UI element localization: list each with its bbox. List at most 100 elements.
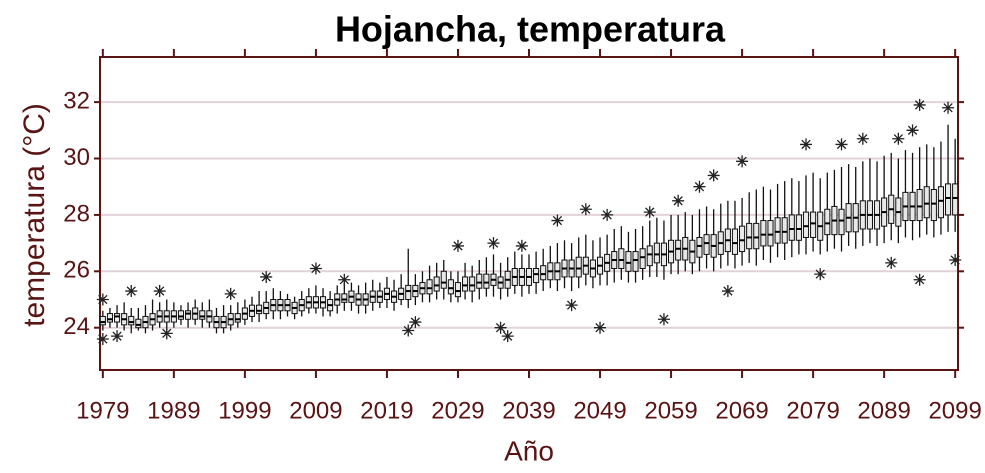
box (696, 236, 703, 258)
box (476, 273, 483, 289)
box (731, 228, 739, 255)
box (703, 234, 710, 255)
outlier (721, 285, 734, 298)
box (795, 214, 802, 241)
box (113, 313, 121, 323)
outlier (594, 321, 607, 334)
box (440, 270, 447, 289)
chart-title: Hojancha, temperatura (335, 9, 726, 50)
outlier (707, 169, 720, 182)
x-tick-label: 2089 (857, 397, 910, 424)
box (838, 208, 845, 236)
outlier (153, 285, 166, 298)
box (952, 183, 959, 216)
box (824, 208, 831, 236)
box (944, 183, 952, 216)
outlier (487, 237, 500, 250)
outlier (913, 273, 926, 286)
outlier (601, 208, 614, 221)
box (753, 222, 760, 250)
y-tick-label: 24 (63, 313, 90, 340)
outlier (451, 239, 464, 252)
box (199, 310, 206, 320)
box (533, 267, 540, 284)
box (99, 315, 106, 326)
x-tick-label: 2019 (360, 397, 413, 424)
box (625, 251, 632, 272)
x-tick-label: 2009 (289, 397, 342, 424)
outlier (501, 330, 514, 343)
outlier (913, 98, 926, 111)
box (923, 186, 930, 219)
y-tick-label: 30 (63, 144, 90, 171)
box (135, 318, 142, 329)
box (540, 265, 547, 281)
box (106, 313, 114, 323)
outlier (111, 330, 124, 343)
outlier (643, 206, 656, 219)
box (405, 284, 412, 301)
box (177, 310, 185, 320)
y-tick-label: 26 (63, 257, 90, 284)
outlier (736, 155, 749, 168)
outlier (906, 124, 919, 137)
outlier (885, 256, 898, 269)
box (618, 248, 625, 269)
box (462, 276, 469, 292)
box (575, 256, 582, 278)
outlier (800, 138, 813, 151)
outlier (338, 273, 351, 286)
outlier (402, 324, 415, 337)
outlier (693, 180, 706, 193)
outlier (657, 313, 670, 326)
outlier (814, 268, 827, 281)
box (788, 214, 795, 241)
y-tick-label: 28 (63, 200, 90, 227)
box (483, 273, 490, 289)
outlier (892, 132, 905, 145)
x-tick-label: 1999 (218, 397, 271, 424)
outlier (160, 327, 173, 340)
outlier (309, 262, 322, 275)
box (646, 245, 653, 267)
box (767, 220, 774, 247)
y-axis-label: temperatura (°C) (18, 103, 51, 327)
box (433, 276, 440, 292)
x-tick-label: 2039 (502, 397, 555, 424)
box (341, 293, 348, 303)
box (234, 313, 241, 323)
outlier (224, 287, 237, 300)
box (447, 279, 454, 295)
box (426, 279, 433, 295)
outlier (942, 101, 955, 114)
outlier (494, 321, 507, 334)
x-tick-label: 2049 (573, 397, 626, 424)
outlier (515, 239, 528, 252)
x-tick-label: 2079 (786, 397, 839, 424)
x-tick-label: 2099 (928, 397, 981, 424)
box (632, 251, 639, 272)
outlier (125, 285, 138, 298)
x-tick-label: 1989 (147, 397, 200, 424)
box (937, 186, 945, 219)
x-tick-label: 2059 (644, 397, 697, 424)
box (128, 315, 135, 326)
outlier (579, 203, 592, 216)
box (739, 225, 746, 253)
outlier (856, 132, 869, 145)
outlier (565, 299, 578, 312)
outlier (949, 254, 962, 267)
box (746, 222, 753, 250)
box (185, 310, 192, 320)
outlier (96, 332, 109, 345)
box (774, 217, 781, 244)
x-tick-label: 2069 (715, 397, 768, 424)
outlier (672, 194, 685, 207)
box (675, 239, 682, 261)
box (454, 282, 462, 298)
box (256, 304, 263, 315)
box (802, 211, 810, 238)
outlier (551, 214, 564, 227)
box (760, 220, 767, 247)
